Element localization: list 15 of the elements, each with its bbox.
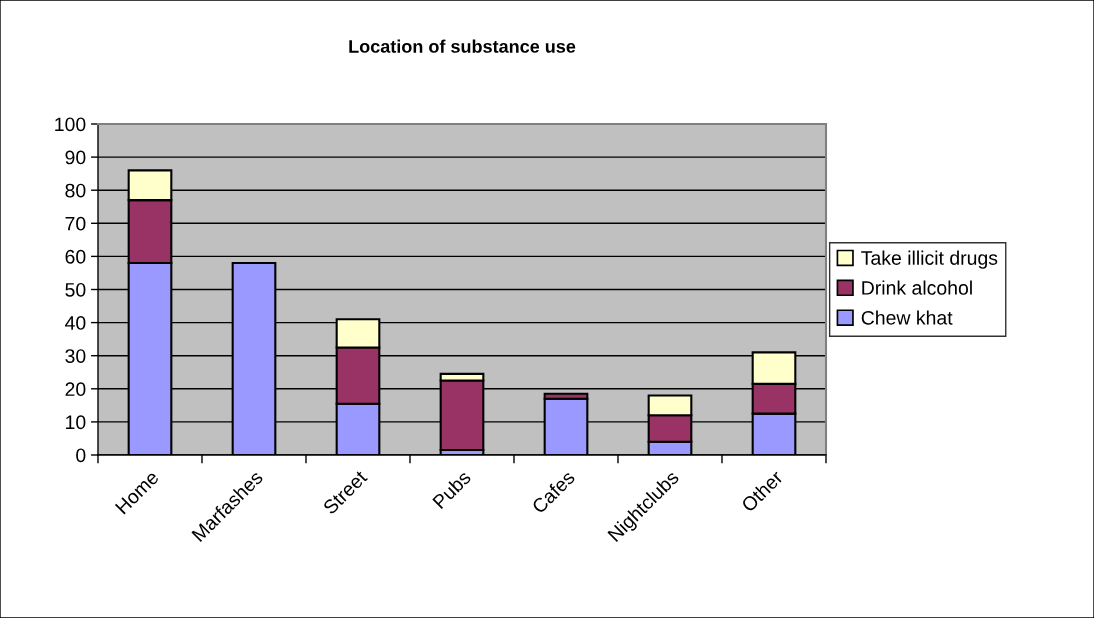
chart-title: Location of substance use bbox=[349, 39, 576, 53]
y-tick-label: 50 bbox=[65, 282, 86, 297]
y-tick-label: 20 bbox=[65, 382, 86, 397]
legend-label: Chew khat bbox=[861, 310, 953, 325]
y-tick-label: 80 bbox=[65, 183, 86, 198]
y-tick-label: 30 bbox=[65, 349, 86, 363]
y-tick-label: 90 bbox=[65, 150, 86, 165]
legend-label: Take illicit drugs bbox=[861, 250, 998, 269]
y-tick-label: 10 bbox=[66, 415, 86, 430]
y-tick-label: 40 bbox=[65, 316, 86, 330]
legend-label: Drink alcohol bbox=[862, 280, 972, 295]
y-tick-label: 60 bbox=[65, 249, 86, 264]
y-tick-label: 100 bbox=[55, 117, 86, 132]
y-tick-label: 70 bbox=[65, 216, 86, 231]
y-tick-label: 0 bbox=[76, 448, 86, 463]
